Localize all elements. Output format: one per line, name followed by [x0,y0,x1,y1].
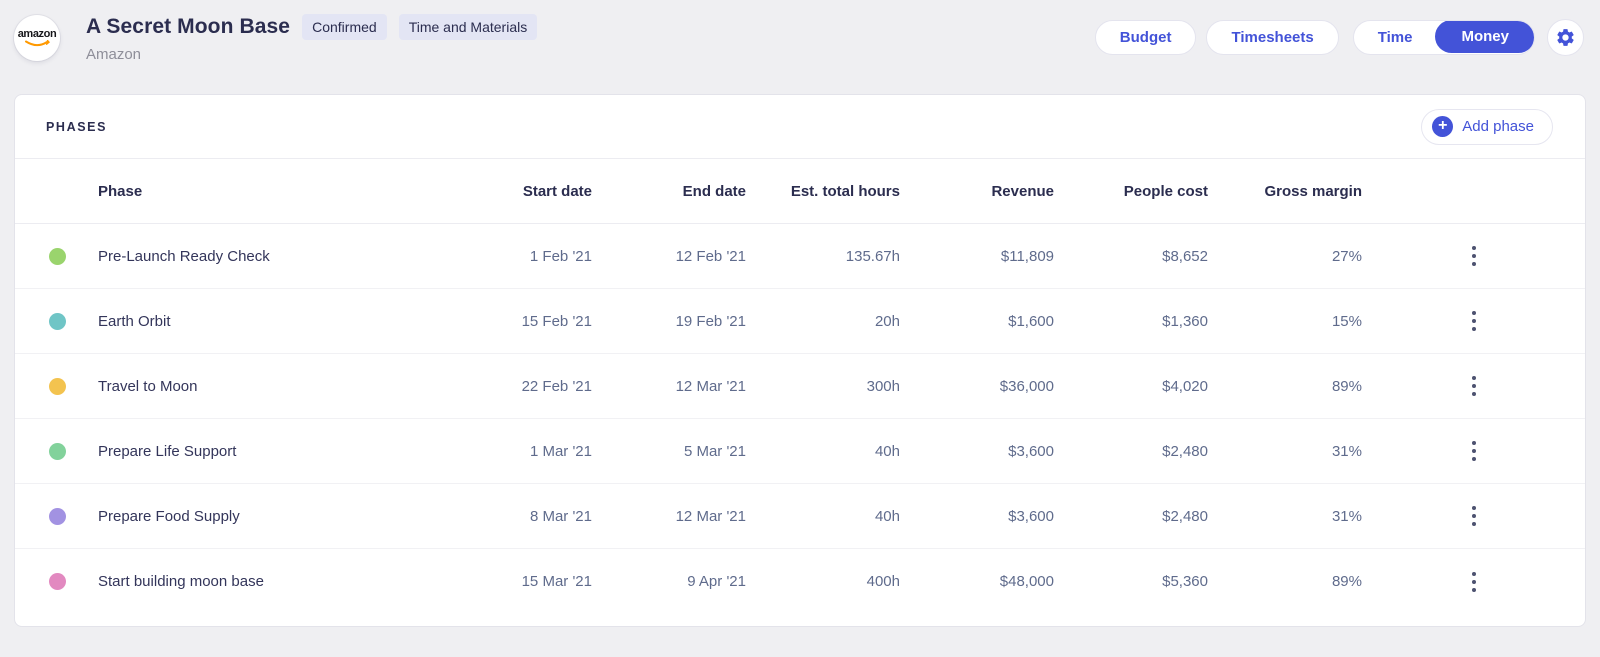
phase-color-dot [49,507,66,525]
end-date-value: 12 Mar '21 [675,507,746,525]
est-total-hours-value: 300h [866,377,900,395]
phase-color-dot [49,377,66,395]
budget-button[interactable]: Budget [1094,20,1197,55]
column-header-phase: Phase [98,182,143,200]
phases-title: PHASES [46,119,108,134]
people-cost-value: $8,652 [1162,247,1208,265]
phase-color-dot [49,312,66,330]
gross-margin-value: 89% [1331,573,1362,590]
kebab-icon [1471,441,1476,445]
table-row: Earth Orbit 15 Feb '21 19 Feb '21 20h $1… [15,289,1585,354]
kebab-icon [1471,246,1476,250]
status-badge-pricing-model: Time and Materials [398,14,538,40]
end-date-value: 5 Mar '21 [683,442,746,460]
est-total-hours-value: 135.67h [845,247,900,265]
table-row: Pre-Launch Ready Check 1 Feb '21 12 Feb … [15,224,1585,289]
phase-rows: Pre-Launch Ready Check 1 Feb '21 12 Feb … [15,224,1585,614]
phase-color-dot [49,573,66,590]
column-header-est-total-hours: Est. total hours [790,182,900,200]
kebab-icon [1471,506,1476,510]
table-header-row: Phase Start date End date Est. total hou… [15,159,1585,224]
column-header-gross-margin: Gross margin [1264,182,1362,200]
start-date-value: 8 Mar '21 [529,507,592,525]
table-row: Travel to Moon 22 Feb '21 12 Mar '21 300… [15,354,1585,419]
time-money-toggle: Time Money [1352,20,1535,55]
revenue-value: $11,809 [1000,247,1054,265]
phase-name: Start building moon base [98,573,264,590]
start-date-value: 22 Feb '21 [521,377,592,395]
phase-color-dot [49,442,66,460]
revenue-value: $1,600 [1008,312,1054,330]
start-date-value: 15 Mar '21 [521,573,592,590]
table-row: Prepare Food Supply 8 Mar '21 12 Mar '21… [15,484,1585,549]
add-phase-button[interactable]: + Add phase [1421,108,1553,145]
row-options-button[interactable] [1462,566,1486,598]
people-cost-value: $2,480 [1162,507,1208,525]
gear-icon [1557,29,1574,46]
kebab-icon [1471,571,1476,576]
page-header: amazon A Secret Moon Base Confirmed Time… [0,0,1600,94]
revenue-value: $36,000 [999,377,1054,395]
phase-name: Travel to Moon [98,377,198,395]
settings-button[interactable] [1547,19,1584,56]
gross-margin-value: 31% [1331,442,1362,460]
phase-name: Prepare Food Supply [98,507,240,525]
est-total-hours-value: 40h [874,507,900,525]
revenue-value: $3,600 [1008,507,1054,525]
gross-margin-value: 27% [1331,247,1362,265]
client-name: Amazon [86,46,142,63]
phases-panel: PHASES + Add phase Phase Start date End … [14,94,1586,627]
add-phase-label: Add phase [1462,118,1534,135]
amazon-smile-icon [25,39,50,46]
gross-margin-value: 15% [1331,312,1362,330]
revenue-value: $3,600 [1008,442,1054,460]
gross-margin-value: 89% [1331,377,1362,395]
phase-color-dot [49,247,66,265]
end-date-value: 19 Feb '21 [675,312,746,330]
table-row: Start building moon base 15 Mar '21 9 Ap… [15,549,1585,614]
phase-name: Prepare Life Support [98,442,237,460]
est-total-hours-value: 400h [866,573,900,590]
people-cost-value: $1,360 [1162,312,1208,330]
page-title: A Secret Moon Base [86,15,291,38]
row-options-button[interactable] [1462,500,1486,532]
avatar: amazon [14,15,60,61]
end-date-value: 12 Feb '21 [675,247,746,265]
people-cost-value: $4,020 [1162,377,1208,395]
start-date-value: 15 Feb '21 [521,312,592,330]
table-row: Prepare Life Support 1 Mar '21 5 Mar '21… [15,419,1585,484]
column-header-revenue: Revenue [991,182,1054,200]
people-cost-value: $5,360 [1162,573,1208,590]
people-cost-value: $2,480 [1162,442,1208,460]
toggle-option-time[interactable]: Time [1354,21,1437,54]
column-header-end-date: End date [682,182,746,200]
end-date-value: 12 Mar '21 [675,377,746,395]
phases-panel-header: PHASES + Add phase [15,95,1585,159]
start-date-value: 1 Feb '21 [529,247,592,265]
row-options-button[interactable] [1462,240,1486,272]
timesheets-button[interactable]: Timesheets [1206,20,1339,55]
gross-margin-value: 31% [1331,507,1362,525]
row-options-button[interactable] [1462,305,1486,337]
end-date-value: 9 Apr '21 [687,573,746,590]
phase-name: Pre-Launch Ready Check [98,247,270,265]
revenue-value: $48,000 [999,573,1054,590]
plus-icon: + [1432,116,1454,137]
kebab-icon [1471,311,1476,315]
phase-name: Earth Orbit [98,312,171,330]
column-header-start-date: Start date [522,182,592,200]
est-total-hours-value: 20h [874,312,900,330]
avatar-brand-text: amazon [17,27,57,40]
kebab-icon [1471,376,1476,380]
toggle-option-money[interactable]: Money [1435,21,1534,53]
est-total-hours-value: 40h [874,442,900,460]
row-options-button[interactable] [1462,370,1486,402]
start-date-value: 1 Mar '21 [529,442,592,460]
row-options-button[interactable] [1462,435,1486,467]
status-badge-confirmed: Confirmed [302,14,387,40]
column-header-people-cost: People cost [1123,182,1208,200]
